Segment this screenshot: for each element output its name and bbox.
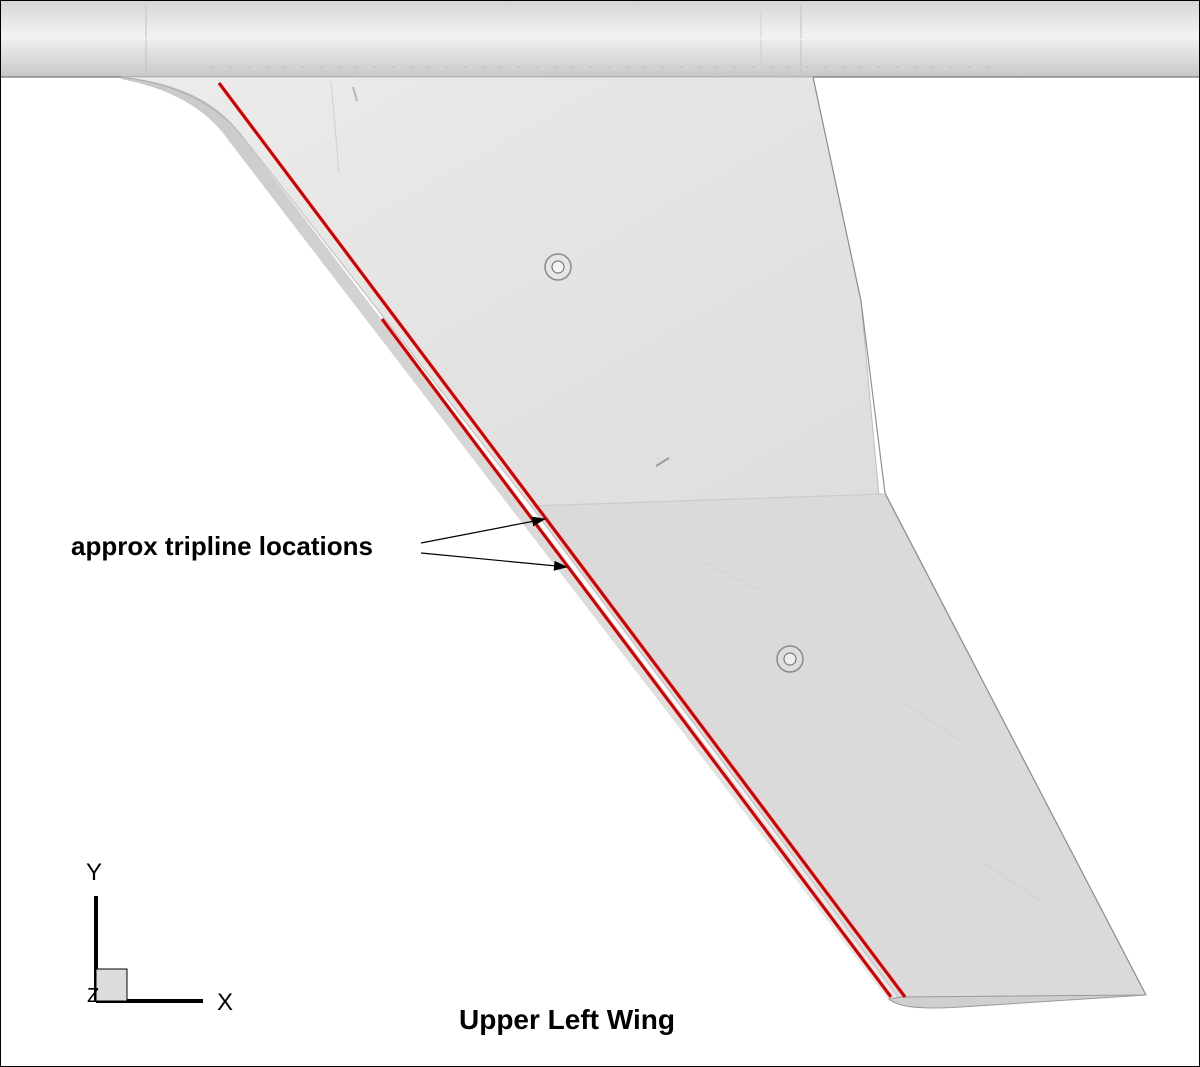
fuselage [1,1,1199,78]
bolt-head-icon [544,253,572,281]
callout-arrow-lower [420,552,568,571]
axis-z-label: Z [87,985,100,1007]
callout-arrow-upper [420,516,546,544]
axis-y-label: Y [86,859,103,886]
axis-x-label: X [217,989,234,1016]
figure-caption: Upper Left Wing [459,1004,675,1035]
axis-triad [94,896,203,1003]
bolt-head-icon [776,645,804,673]
tripline-aft [380,318,893,998]
tripline-forward [217,82,907,998]
tripline-callout-label: approx tripline locations [71,531,373,561]
